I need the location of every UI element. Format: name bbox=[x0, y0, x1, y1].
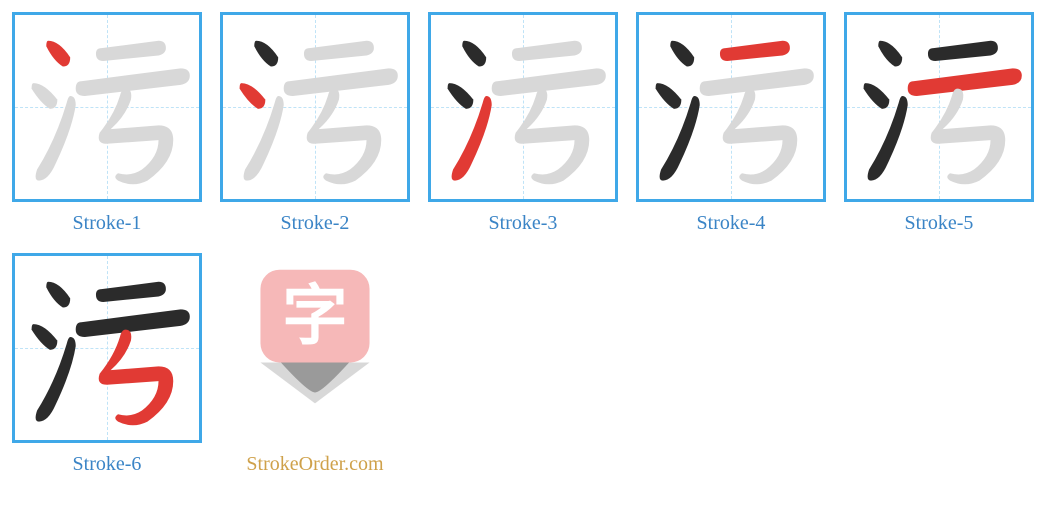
site-caption: StrokeOrder.com bbox=[246, 453, 383, 476]
stroke-order-grid: Stroke-1 Stroke-2 Stroke-3 Stroke-4 bbox=[12, 12, 1038, 476]
stroke-3 bbox=[660, 96, 700, 181]
stroke-2 bbox=[864, 83, 890, 109]
stroke-3 bbox=[36, 96, 76, 181]
stroke-5 bbox=[284, 68, 398, 96]
stroke-2 bbox=[32, 324, 58, 350]
stroke-5 bbox=[492, 68, 606, 96]
stroke-tile bbox=[844, 12, 1034, 202]
character-svg bbox=[15, 256, 199, 440]
stroke-cell-6: Stroke-6 bbox=[12, 253, 202, 476]
stroke-caption: Stroke-2 bbox=[281, 212, 350, 235]
stroke-3 bbox=[452, 96, 492, 181]
stroke-6 bbox=[931, 89, 1006, 185]
stroke-1 bbox=[670, 41, 694, 67]
stroke-3 bbox=[244, 96, 284, 181]
stroke-5 bbox=[908, 68, 1022, 96]
stroke-caption: Stroke-4 bbox=[697, 212, 766, 235]
stroke-4 bbox=[96, 41, 166, 61]
stroke-caption: Stroke-3 bbox=[489, 212, 558, 235]
stroke-2 bbox=[240, 83, 266, 109]
logo-glyph: 字 bbox=[282, 279, 347, 352]
character-svg bbox=[847, 15, 1031, 199]
stroke-1 bbox=[46, 41, 70, 67]
stroke-5 bbox=[76, 68, 190, 96]
stroke-cell-2: Stroke-2 bbox=[220, 12, 410, 235]
stroke-1 bbox=[462, 41, 486, 67]
stroke-4 bbox=[512, 41, 582, 61]
stroke-caption: Stroke-1 bbox=[73, 212, 142, 235]
character-svg bbox=[15, 15, 199, 199]
stroke-2 bbox=[448, 83, 474, 109]
stroke-cell-1: Stroke-1 bbox=[12, 12, 202, 235]
stroke-tile bbox=[12, 12, 202, 202]
stroke-caption: Stroke-6 bbox=[73, 453, 142, 476]
character-svg bbox=[431, 15, 615, 199]
stroke-cell-5: Stroke-5 bbox=[844, 12, 1034, 235]
stroke-6 bbox=[99, 89, 174, 185]
stroke-4 bbox=[928, 41, 998, 61]
character-svg bbox=[639, 15, 823, 199]
stroke-cell-4: Stroke-4 bbox=[636, 12, 826, 235]
stroke-6 bbox=[307, 89, 382, 185]
logo-tile: 字 bbox=[220, 253, 410, 443]
stroke-1 bbox=[878, 41, 902, 67]
character-svg bbox=[223, 15, 407, 199]
stroke-caption: Stroke-5 bbox=[905, 212, 974, 235]
stroke-3 bbox=[868, 96, 908, 181]
stroke-3 bbox=[36, 337, 76, 422]
stroke-1 bbox=[46, 282, 70, 308]
stroke-2 bbox=[656, 83, 682, 109]
stroke-tile bbox=[220, 12, 410, 202]
stroke-4 bbox=[304, 41, 374, 61]
stroke-tile bbox=[428, 12, 618, 202]
stroke-6 bbox=[99, 330, 174, 426]
stroke-4 bbox=[720, 41, 790, 61]
stroke-4 bbox=[96, 282, 166, 302]
stroke-1 bbox=[254, 41, 278, 67]
stroke-tile bbox=[636, 12, 826, 202]
stroke-cell-3: Stroke-3 bbox=[428, 12, 618, 235]
site-logo: 字 bbox=[240, 267, 390, 417]
stroke-6 bbox=[723, 89, 798, 185]
stroke-2 bbox=[32, 83, 58, 109]
stroke-tile bbox=[12, 253, 202, 443]
logo-cell: 字 StrokeOrder.com bbox=[220, 253, 410, 476]
stroke-5 bbox=[76, 309, 190, 337]
stroke-6 bbox=[515, 89, 590, 185]
stroke-5 bbox=[700, 68, 814, 96]
